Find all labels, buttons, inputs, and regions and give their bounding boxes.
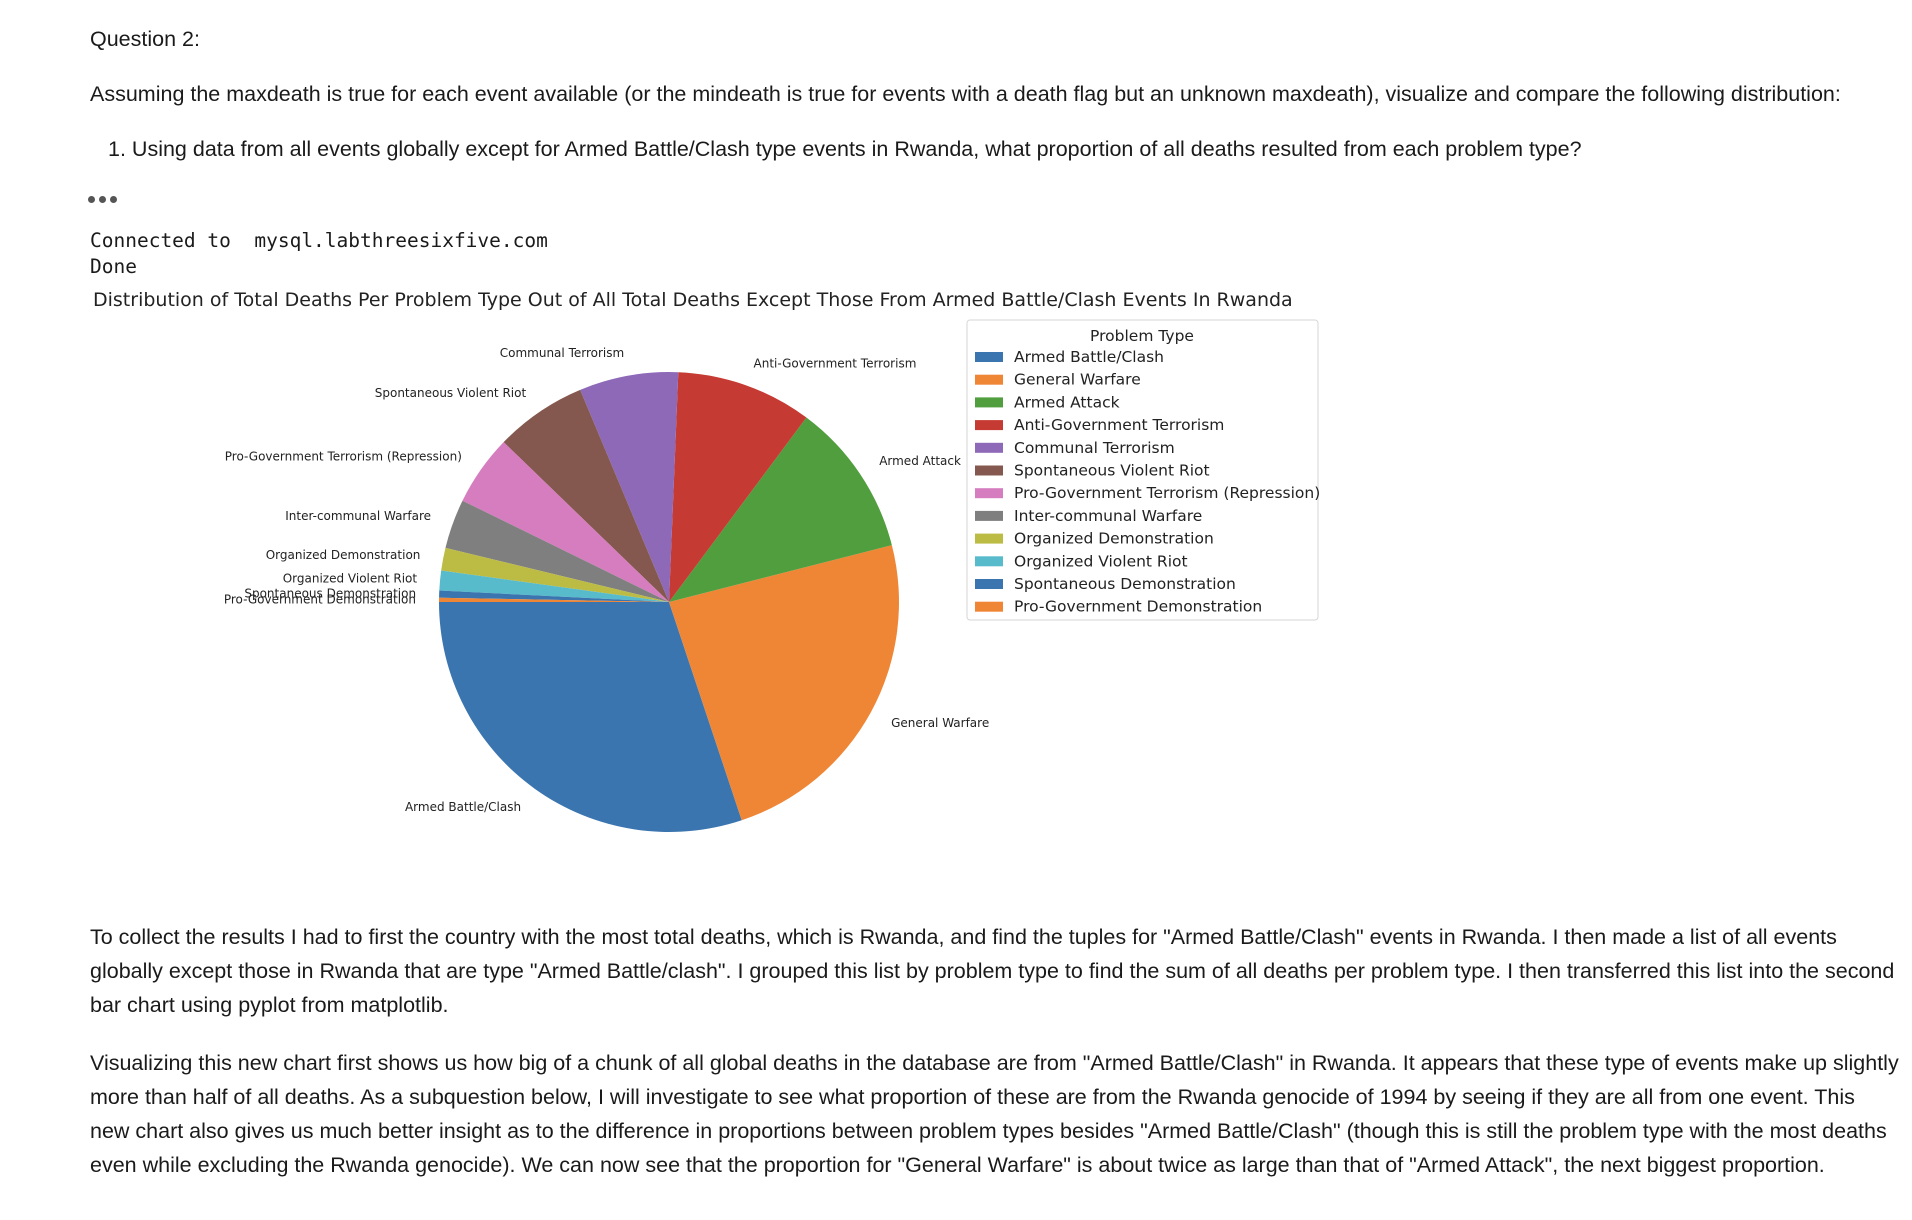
legend-label-armed-battle-clash: Armed Battle/Clash <box>1014 348 1164 366</box>
legend-label-anti-government-terrorism: Anti-Government Terrorism <box>1014 416 1224 434</box>
legend-swatch-general-warfare <box>975 374 1003 385</box>
legend-swatch-inter-communal-warfare <box>975 510 1003 521</box>
legend-label-organized-demonstration: Organized Demonstration <box>1014 530 1214 548</box>
legend-swatch-communal-terrorism <box>975 442 1003 453</box>
explanation-paragraph-2: Visualizing this new chart first shows u… <box>90 1051 1899 1177</box>
legend-label-pro-government-demonstration: Pro-Government Demonstration <box>1014 598 1262 616</box>
pie-slices <box>439 372 899 832</box>
legend-swatch-armed-attack <box>975 397 1003 408</box>
legend: Problem Type Armed Battle/Clash General W… <box>966 319 1320 621</box>
legend-swatch-armed-battle-clash <box>975 352 1003 362</box>
output-line-done: Done <box>90 255 137 278</box>
slice-label-pro-government-demonstration: Pro-Government Demonstration <box>224 593 416 607</box>
pie-slice-organized-violent-riot <box>439 570 669 602</box>
slice-label-armed-attack: Armed Attack <box>879 454 961 468</box>
legend-swatch-organized-demonstration <box>975 533 1003 544</box>
question-title: Question 2: <box>90 27 200 51</box>
legend-label-general-warfare: General Warfare <box>1014 371 1141 389</box>
pie-slice-pro-government-terrorism-repression <box>462 442 669 602</box>
pie-slice-pro-government-demonstration <box>439 597 669 602</box>
legend-swatch-spontaneous-demonstration <box>975 579 1003 589</box>
explanation-paragraph-1: To collect the results I had to first th… <box>90 925 1895 1017</box>
pie-slice-armed-attack <box>669 417 892 602</box>
pie-chart-svg: Distribution of Total Deaths Per Problem… <box>93 289 1320 832</box>
legend-title: Problem Type <box>1090 327 1194 345</box>
legend-label-spontaneous-violent-riot: Spontaneous Violent Riot <box>1014 462 1210 480</box>
legend-label-pro-government-terrorism-repression: Pro-Government Terrorism (Repression) <box>1014 484 1320 502</box>
pie-chart-figure: Distribution of Total Deaths Per Problem… <box>0 282 1340 842</box>
slice-label-inter-communal-warfare: Inter-communal Warfare <box>285 509 431 523</box>
pie-slice-communal-terrorism <box>580 372 679 602</box>
legend-label-spontaneous-demonstration: Spontaneous Demonstration <box>1014 575 1236 593</box>
legend-items: Armed Battle/Clash General Warfare Armed A… <box>975 348 1320 616</box>
pie-slice-armed-battle-clash <box>439 602 742 832</box>
output-line-connected: Connected to mysql.labthreesixfive.com <box>90 229 548 252</box>
pie-slice-inter-communal-warfare <box>445 500 669 602</box>
slice-label-communal-terrorism: Communal Terrorism <box>500 346 624 360</box>
pie-slice-labels: Armed Battle/Clash General Warfare Armed A… <box>224 346 989 814</box>
legend-swatch-pro-government-demonstration <box>975 601 1003 612</box>
slice-label-anti-government-terrorism: Anti-Government Terrorism <box>754 357 917 371</box>
pie-slice-general-warfare <box>669 545 899 821</box>
slice-label-pro-government-terrorism-repression: Pro-Government Terrorism (Repression) <box>225 450 462 464</box>
slice-label-spontaneous-demonstration: Spontaneous Demonstration <box>244 586 416 600</box>
legend-swatch-anti-government-terrorism <box>975 420 1003 431</box>
slice-label-spontaneous-violent-riot: Spontaneous Violent Riot <box>375 386 527 400</box>
slice-label-organized-violent-riot: Organized Violent Riot <box>283 571 418 585</box>
list-number: 1. <box>108 137 126 161</box>
legend-label-armed-attack: Armed Attack <box>1014 393 1120 411</box>
pie-slice-anti-government-terrorism <box>669 372 807 602</box>
legend-label-communal-terrorism: Communal Terrorism <box>1014 439 1175 457</box>
cell-collapse-ellipsis-icon[interactable] <box>88 196 117 203</box>
legend-swatch-organized-violent-riot <box>975 556 1003 567</box>
question-list-item: 1. Using data from all events globally e… <box>108 132 1912 166</box>
question-intro: Assuming the maxdeath is true for each e… <box>90 82 1841 106</box>
slice-label-organized-demonstration: Organized Demonstration <box>266 548 421 562</box>
pie-slice-organized-demonstration <box>441 547 669 602</box>
slice-label-armed-battle-clash: Armed Battle/Clash <box>405 800 521 814</box>
pie-slice-spontaneous-demonstration <box>439 590 669 602</box>
legend-frame <box>966 319 1319 621</box>
legend-swatch-spontaneous-violent-riot <box>975 465 1003 476</box>
cell-output: Connected to mysql.labthreesixfive.com D… <box>90 228 548 280</box>
pie-slice-spontaneous-violent-riot <box>503 389 669 602</box>
legend-swatch-pro-government-terrorism-repression <box>975 488 1003 499</box>
legend-label-inter-communal-warfare: Inter-communal Warfare <box>1014 507 1202 525</box>
slice-label-general-warfare: General Warfare <box>891 716 989 730</box>
legend-label-organized-violent-riot: Organized Violent Riot <box>1014 552 1188 570</box>
chart-title: Distribution of Total Deaths Per Problem… <box>93 289 1293 311</box>
list-item-text: Using data from all events globally exce… <box>131 137 1582 161</box>
